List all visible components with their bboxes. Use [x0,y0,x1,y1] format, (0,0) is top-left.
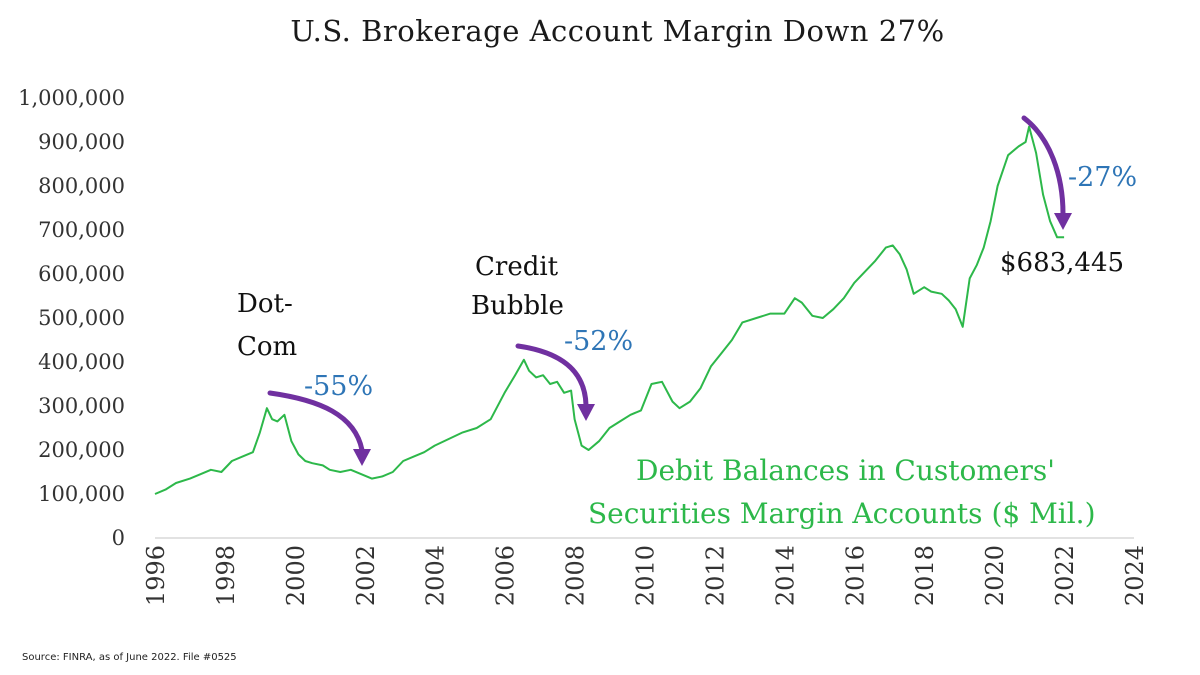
y-tick-label: 700,000 [38,218,125,242]
y-tick-labels: 0 100,000 200,000 300,000 400,000 500,000 600,… [18,86,125,550]
x-tick-label: 2010 [632,545,660,606]
y-tick-label: 1,000,000 [18,86,125,110]
series-group [154,125,1065,495]
x-tick-label: 2002 [352,545,380,606]
x-tick-label: 2016 [841,545,869,606]
x-tick-label: 2014 [771,545,799,606]
x-tick-label: 2006 [492,545,520,606]
x-tick-label: 2008 [562,545,590,606]
dotcom-label-line2: Com [237,332,297,362]
credit-decline-arrow [515,343,595,421]
dotcom-decline-arrow [267,390,371,466]
series-label-line2: Securities Margin Accounts ($ Mil.) [588,497,1096,530]
y-tick-label: 0 [112,526,125,550]
arrow-shaft [267,390,365,453]
arrow-head [1054,213,1072,230]
decline-arrows [267,115,1072,466]
y-tick-label: 800,000 [38,174,125,198]
y-tick-label: 300,000 [38,394,125,418]
credit-change-label: -52% [564,326,633,357]
credit-label-line2: Bubble [471,291,564,321]
source-note: Source: FINRA, as of June 2022. File #05… [22,652,237,663]
recent-change-label: -27% [1068,162,1137,193]
chart-title: U.S. Brokerage Account Margin Down 27% [290,14,945,48]
series-line [154,125,1065,495]
arrow-shaft [1021,115,1066,217]
x-tick-label: 1998 [212,545,240,606]
y-tick-label: 900,000 [38,130,125,154]
x-tick-label: 2000 [282,545,310,606]
y-tick-label: 200,000 [38,438,125,462]
credit-label-line1: Credit [475,252,559,282]
y-tick-label: 500,000 [38,306,125,330]
x-tick-label: 1996 [142,545,170,606]
arrow-head [577,404,595,421]
y-tick-label: 100,000 [38,482,125,506]
x-tick-label: 2024 [1121,545,1149,606]
arrow-head [353,449,371,466]
recent-value-label: $683,445 [1000,248,1124,278]
y-tick-label: 600,000 [38,262,125,286]
dotcom-label-line1: Dot- [237,289,293,319]
dotcom-change-label: -55% [304,371,373,402]
series-label-line1: Debit Balances in Customers' [636,454,1055,487]
x-tick-label: 2018 [911,545,939,606]
arrow-shaft [515,343,589,408]
y-tick-label: 400,000 [38,350,125,374]
recent-decline-arrow [1021,115,1072,230]
x-tick-label: 2004 [422,545,450,606]
x-tick-labels: 1996 1998 2000 2002 2004 2006 2008 2010 2012 2014… [142,545,1149,606]
x-tick-label: 2022 [1051,545,1079,606]
x-tick-label: 2020 [981,545,1009,606]
x-tick-label: 2012 [701,545,729,606]
